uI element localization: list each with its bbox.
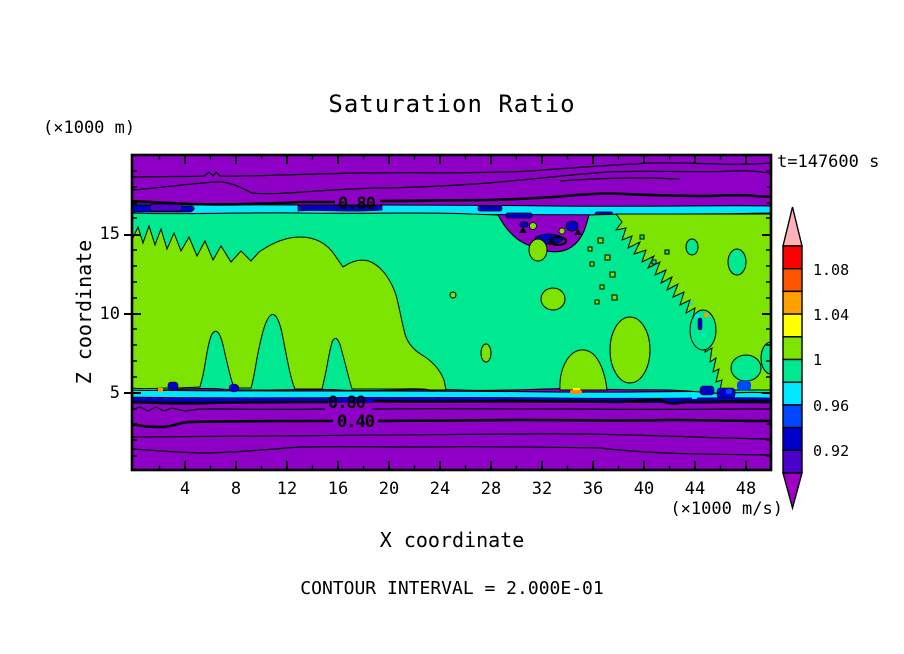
supersaturated-specks [158, 313, 709, 394]
x-tick-label: 40 [633, 479, 655, 499]
contour-label-080-top: 0.80 [338, 194, 376, 214]
contour-label-080-bottom: 0.80 [328, 393, 366, 413]
colorbar-label: 0.92 [813, 442, 850, 460]
colorbar-top-arrow [782, 206, 803, 247]
y-tick-label: 10 [99, 304, 120, 324]
x-major-ticks [184, 155, 747, 470]
x-tick-label: 24 [429, 479, 451, 499]
time-annotation: t=147600 s [777, 152, 880, 172]
bottom-band-thin-contours [132, 406, 771, 456]
x-tick-label: 28 [480, 479, 502, 499]
x-tick-label: 36 [582, 479, 604, 499]
low-saturation-pocket [505, 212, 582, 247]
colorbar-label: 1.04 [813, 306, 850, 324]
x-tick-label: 12 [276, 479, 298, 499]
x-tick-label: 32 [531, 479, 553, 499]
plot-title: Saturation Ratio [328, 90, 576, 118]
plot-frame [130, 153, 773, 472]
colorbar-label: 1.08 [813, 261, 850, 279]
edge-speckles [158, 302, 751, 399]
x-axis-title: X coordinate [379, 528, 525, 552]
pocket-markers [519, 227, 582, 245]
colorbar [782, 206, 803, 511]
y-tick-label: 5 [109, 383, 120, 403]
thick-contours [132, 192, 771, 429]
x-units-annotation: (×1000 m/s) [670, 499, 783, 519]
x-tick-label: 44 [684, 479, 706, 499]
y-axis-title: Z coordinate [72, 239, 96, 385]
y-tick-label: 15 [99, 224, 120, 244]
colorbar-label: 0.96 [813, 397, 850, 415]
axis-ticks [124, 155, 771, 470]
x-tick-label: 8 [230, 479, 242, 499]
y-major-ticks [124, 234, 771, 394]
contour-interval-annotation: CONTOUR INTERVAL = 2.000E-01 [300, 578, 604, 599]
plot-field [132, 155, 771, 470]
colorbar-bottom-arrow [782, 472, 803, 511]
y-minor-ticks [132, 170, 771, 457]
x-minor-ticks [158, 155, 722, 470]
colorbar-label: 1 [813, 351, 823, 369]
top-band-thin-contours [132, 162, 771, 195]
z-units-annotation: (×1000 m) [43, 118, 136, 138]
contour-label-040-bottom: 0.40 [337, 412, 375, 432]
x-tick-label: 4 [179, 479, 191, 499]
x-tick-label: 48 [735, 479, 757, 499]
x-tick-label: 20 [378, 479, 400, 499]
x-tick-label: 16 [327, 479, 349, 499]
